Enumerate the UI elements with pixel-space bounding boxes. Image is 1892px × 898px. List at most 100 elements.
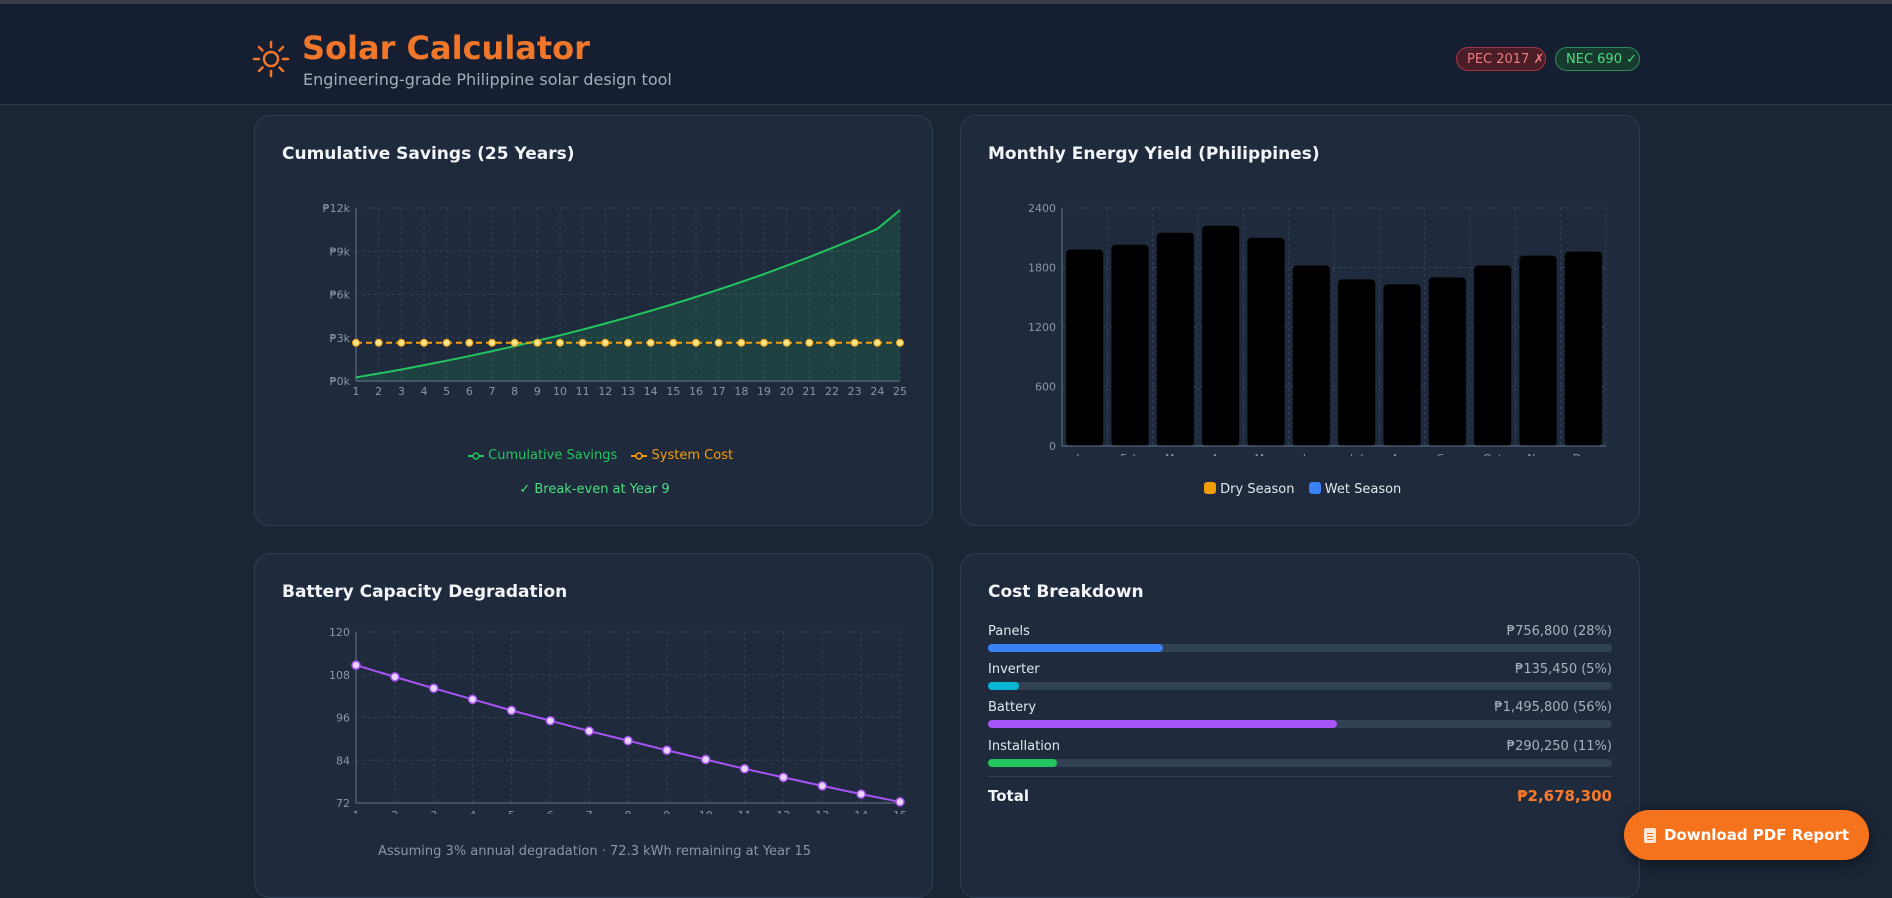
capacity-point	[390, 672, 400, 682]
savings-legend-cost: System Cost	[631, 448, 733, 463]
dry-season-label: Dry Season	[1220, 482, 1295, 497]
system-cost-point	[352, 338, 360, 347]
capacity-point	[662, 745, 672, 756]
cost-value: ₱1,495,800 (56%)	[1494, 700, 1612, 715]
x-tick-label: 11	[738, 809, 752, 814]
system-cost-point	[737, 338, 746, 347]
yield-bar	[1202, 225, 1240, 446]
capacity-point	[467, 694, 478, 705]
savings-legend-cost-marker	[631, 451, 648, 460]
system-cost-point	[646, 338, 655, 347]
x-tick-label: 14	[644, 385, 658, 398]
pec-2017-badge: PEC 2017 ✗	[1456, 47, 1546, 71]
system-cost-point	[374, 338, 383, 347]
capacity-point	[739, 764, 750, 774]
x-tick-label: 6	[466, 385, 473, 398]
x-tick-label: Dec	[1573, 452, 1594, 456]
x-tick-label: 1	[353, 385, 360, 398]
download-pdf-label: Download PDF Report	[1663, 826, 1850, 844]
y-tick-label: 1800	[1028, 262, 1056, 275]
system-cost-point	[442, 338, 451, 347]
yield-bar	[1111, 244, 1149, 446]
x-tick-label: 10	[699, 809, 713, 814]
y-tick-label: 2400	[1028, 202, 1056, 215]
cost-bar-track	[988, 759, 1612, 767]
system-cost-point	[873, 338, 882, 347]
yield-bar	[1519, 255, 1557, 446]
savings-area	[356, 210, 900, 381]
y-tick-label: 1200	[1028, 321, 1056, 334]
cost-bar-track	[988, 644, 1612, 652]
cost-name: Panels	[988, 624, 1030, 639]
system-cost-point	[692, 338, 700, 347]
capacity-point	[856, 789, 866, 799]
cost-bar-fill	[988, 720, 1338, 728]
cost-card: Cost Breakdown Panels ₱756,800 (28%) Inv…	[960, 553, 1640, 898]
dry-season-swatch	[1204, 482, 1216, 494]
x-tick-label: 9	[534, 385, 541, 398]
capacity-point	[584, 726, 594, 736]
cost-value: ₱135,450 (5%)	[1515, 662, 1612, 677]
wet-season-swatch	[1308, 482, 1321, 494]
yield-bar	[1247, 237, 1285, 446]
battery-note: Assuming 3% annual degradation · 72.3 kW…	[377, 844, 812, 859]
y-tick-label: ₱3k	[330, 332, 351, 345]
app-subtitle: Engineering-grade Philippine solar desig…	[303, 70, 672, 89]
capacity-point	[428, 683, 439, 694]
x-tick-label: 3	[398, 385, 405, 398]
capacity-point	[700, 754, 711, 765]
capacity-point	[895, 797, 905, 807]
x-tick-label: 19	[757, 385, 771, 398]
cost-value: ₱290,250 (11%)	[1506, 739, 1612, 754]
capacity-point	[506, 705, 517, 716]
cost-bar-fill	[988, 759, 1057, 767]
savings-legend-savings-label: Cumulative Savings	[488, 448, 618, 463]
system-cost-point	[782, 338, 791, 347]
x-tick-label: Nov	[1527, 452, 1549, 456]
x-tick-label: 16	[689, 385, 703, 398]
cost-bar-fill	[988, 644, 1163, 652]
x-tick-label: 4	[421, 385, 428, 398]
y-tick-label: ₱9k	[330, 245, 351, 258]
x-tick-label: Jun	[1302, 452, 1320, 456]
x-tick-label: 25	[893, 385, 907, 398]
nec-690-badge: NEC 690 ✓	[1555, 47, 1640, 71]
savings-line	[355, 209, 901, 379]
y-tick-label: ₱0k	[330, 375, 351, 388]
y-tick-label: 600	[1035, 381, 1056, 394]
x-tick-label: 5	[443, 385, 450, 398]
system-cost-point	[578, 338, 587, 347]
y-tick-label: 108	[329, 669, 350, 682]
cost-card-title: Cost Breakdown	[988, 582, 1144, 602]
system-cost-point	[488, 338, 496, 347]
system-cost-point	[556, 338, 564, 347]
y-tick-label: 120	[329, 626, 350, 639]
x-tick-label: 6	[547, 809, 554, 814]
capacity-point	[623, 735, 633, 746]
yield-bar	[1383, 284, 1421, 446]
yield-bar	[1156, 232, 1194, 446]
app-title: Solar Calculator	[302, 29, 590, 67]
system-cost-point	[510, 338, 519, 347]
system-cost-point	[420, 338, 428, 347]
yield-card: Monthly Energy Yield (Philippines) 0 600 1…	[960, 115, 1640, 526]
system-cost-point	[896, 338, 904, 347]
x-tick-label: 8	[625, 809, 632, 814]
x-tick-label: 23	[848, 385, 862, 398]
x-tick-label: 1	[353, 809, 360, 814]
y-tick-label: 84	[336, 754, 350, 767]
system-cost-point	[828, 338, 836, 347]
savings-chart: 1 2 3 4 5 6 7 8 9 10 11 12 13 14 15 16 17 18 19 20 21 22 23 24 2…	[323, 202, 907, 398]
cost-bar-track	[988, 720, 1612, 728]
x-tick-label: 22	[825, 385, 839, 398]
x-tick-label: 9	[663, 809, 670, 814]
y-tick-label: ₱12k	[323, 202, 351, 215]
download-pdf-button[interactable]: Download PDF Report	[1624, 810, 1869, 860]
x-tick-label: 17	[712, 385, 726, 398]
yield-bar	[1338, 279, 1376, 446]
x-tick-label: Jul	[1349, 452, 1363, 456]
total-label: Total	[988, 787, 1029, 805]
x-tick-label: 10	[553, 385, 567, 398]
x-tick-label: 7	[489, 385, 496, 398]
